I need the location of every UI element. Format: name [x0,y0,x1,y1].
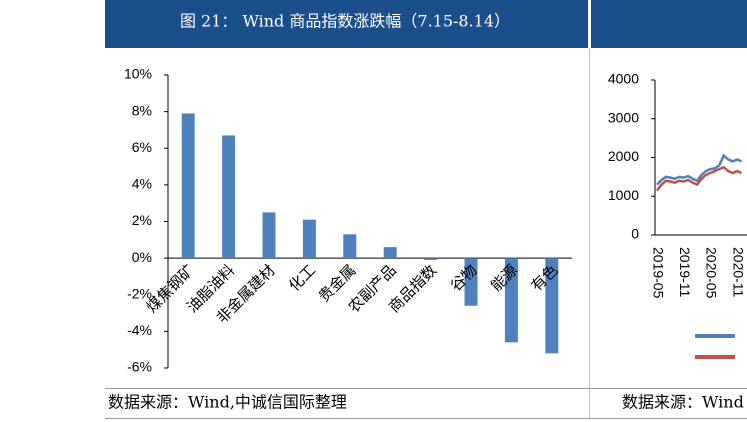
chart-title: 图 21： Wind 商品指数涨跌幅（7.15-8.14） [180,12,510,31]
y-tick-label: 2000 [608,148,639,164]
bar [343,234,357,259]
y-tick-label: 0% [132,249,152,265]
bar [181,113,195,259]
y-tick-label: -6% [127,359,152,375]
bar [262,212,276,259]
bar [504,258,518,343]
header-bar [105,0,588,48]
y-tick-label: 10% [124,66,152,82]
bar [464,258,478,306]
header-bar [591,0,747,48]
y-tick-label: 2% [132,212,152,228]
x-tick-label: 化工 [285,261,319,295]
bar [424,258,438,260]
y-tick-label: 4000 [608,71,639,87]
x-tick-label: 2019-11 [677,247,693,298]
y-tick-label: 8% [132,102,152,118]
y-tick-label: 0 [631,226,639,242]
y-tick-label: 1000 [608,187,639,203]
y-tick-label: 4% [132,176,152,192]
y-tick-label: 6% [132,139,152,155]
x-tick-label: 2019-05 [650,247,666,299]
source: 数据来源：Wind,中诚信国际整理 [108,393,347,412]
bar [302,219,316,259]
bar [383,247,397,259]
y-tick-label: 3000 [608,109,639,125]
source: 数据来源：Wind [622,393,744,412]
line-series [656,153,743,186]
line-series [656,165,743,192]
x-tick-label: 2020-05 [704,247,720,299]
x-tick-label: 2020-11 [730,247,746,298]
bar [222,135,236,259]
y-tick-label: -4% [127,322,152,338]
bar [545,258,559,354]
y-tick-label: -2% [127,285,152,301]
